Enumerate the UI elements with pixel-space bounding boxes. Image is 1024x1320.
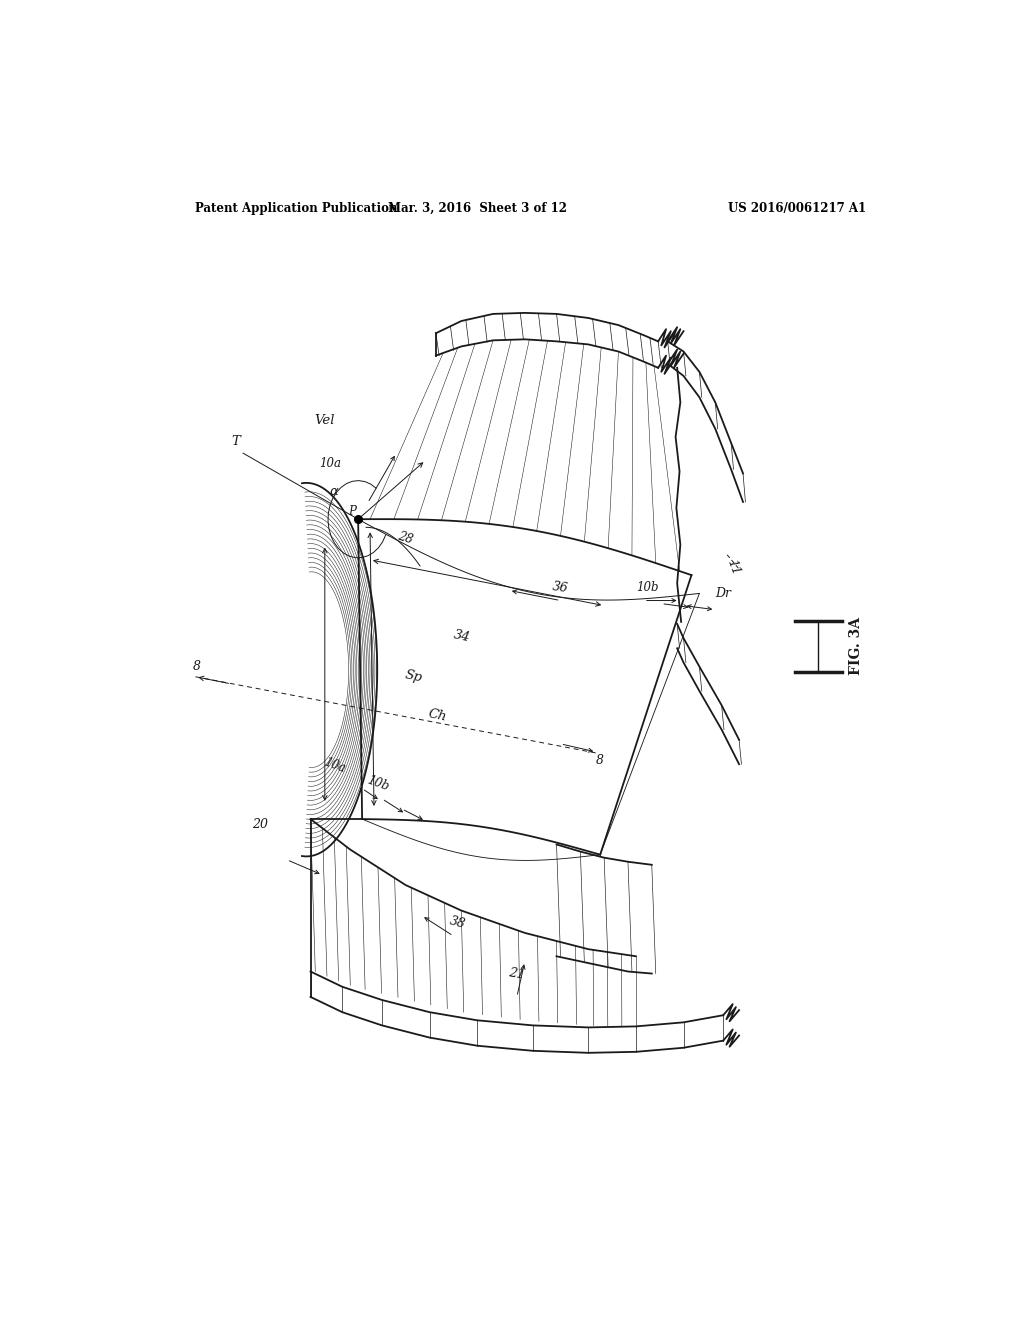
Text: FIG. 3A: FIG. 3A — [849, 618, 862, 676]
Text: Mar. 3, 2016  Sheet 3 of 12: Mar. 3, 2016 Sheet 3 of 12 — [388, 202, 566, 215]
Text: 11: 11 — [724, 557, 741, 577]
Text: Patent Application Publication: Patent Application Publication — [196, 202, 398, 215]
Text: 20: 20 — [253, 817, 268, 830]
Text: Ch: Ch — [427, 708, 447, 723]
Text: 34: 34 — [452, 628, 471, 644]
Text: 38: 38 — [447, 915, 467, 931]
Text: $\alpha$: $\alpha$ — [329, 486, 340, 498]
Text: Vel: Vel — [314, 414, 335, 428]
Text: 8: 8 — [596, 754, 604, 767]
Text: 10a: 10a — [319, 457, 341, 470]
Text: 10b: 10b — [366, 774, 391, 793]
Text: 21: 21 — [508, 966, 526, 981]
Text: T: T — [231, 436, 241, 449]
Text: P: P — [348, 504, 355, 517]
Text: Dr: Dr — [715, 587, 731, 599]
Text: 36: 36 — [552, 579, 569, 595]
Text: 28: 28 — [396, 529, 415, 546]
Text: 10a: 10a — [322, 755, 347, 775]
Text: US 2016/0061217 A1: US 2016/0061217 A1 — [728, 202, 866, 215]
Text: 10b: 10b — [637, 581, 659, 594]
Text: 8: 8 — [194, 660, 201, 673]
Text: Sp: Sp — [403, 668, 424, 685]
